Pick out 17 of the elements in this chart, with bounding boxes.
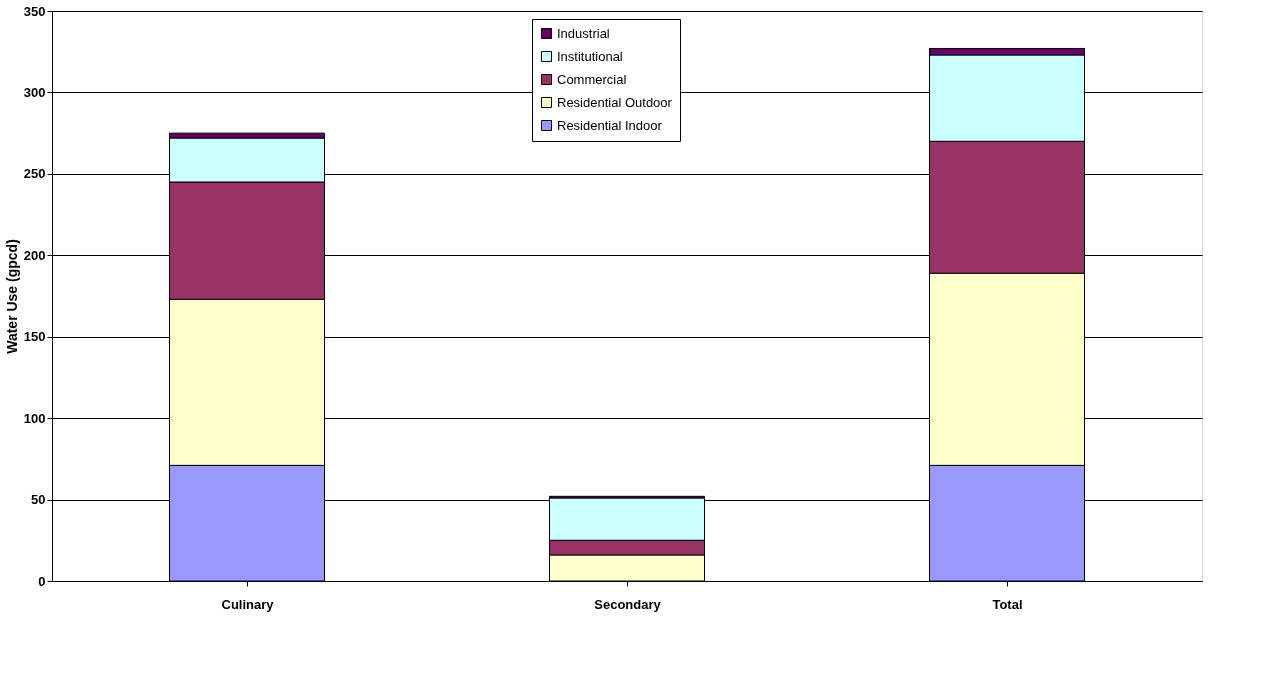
x-tick-label: Culinary <box>221 596 275 612</box>
x-tick-label: Secondary <box>594 596 662 612</box>
legend-label: Commercial <box>557 71 627 87</box>
y-tick-label: 250 <box>23 166 46 182</box>
y-tick-label: 50 <box>31 492 46 508</box>
legend-label: Residential Indoor <box>557 117 663 133</box>
y-tick-label: 350 <box>23 3 46 19</box>
y-tick-label: 200 <box>23 247 46 263</box>
y-axis-title: Water Use (gpcd) <box>3 239 20 354</box>
y-tick-label: 150 <box>23 329 46 345</box>
y-tick-label: 100 <box>23 410 46 426</box>
y-tick-label: 0 <box>38 573 46 589</box>
legend-label: Residential Outdoor <box>557 94 673 110</box>
x-tick-label: Total <box>992 596 1023 612</box>
legend-label: Industrial <box>557 25 610 41</box>
y-tick-label: 300 <box>23 84 46 100</box>
legend-label: Institutional <box>557 48 623 64</box>
